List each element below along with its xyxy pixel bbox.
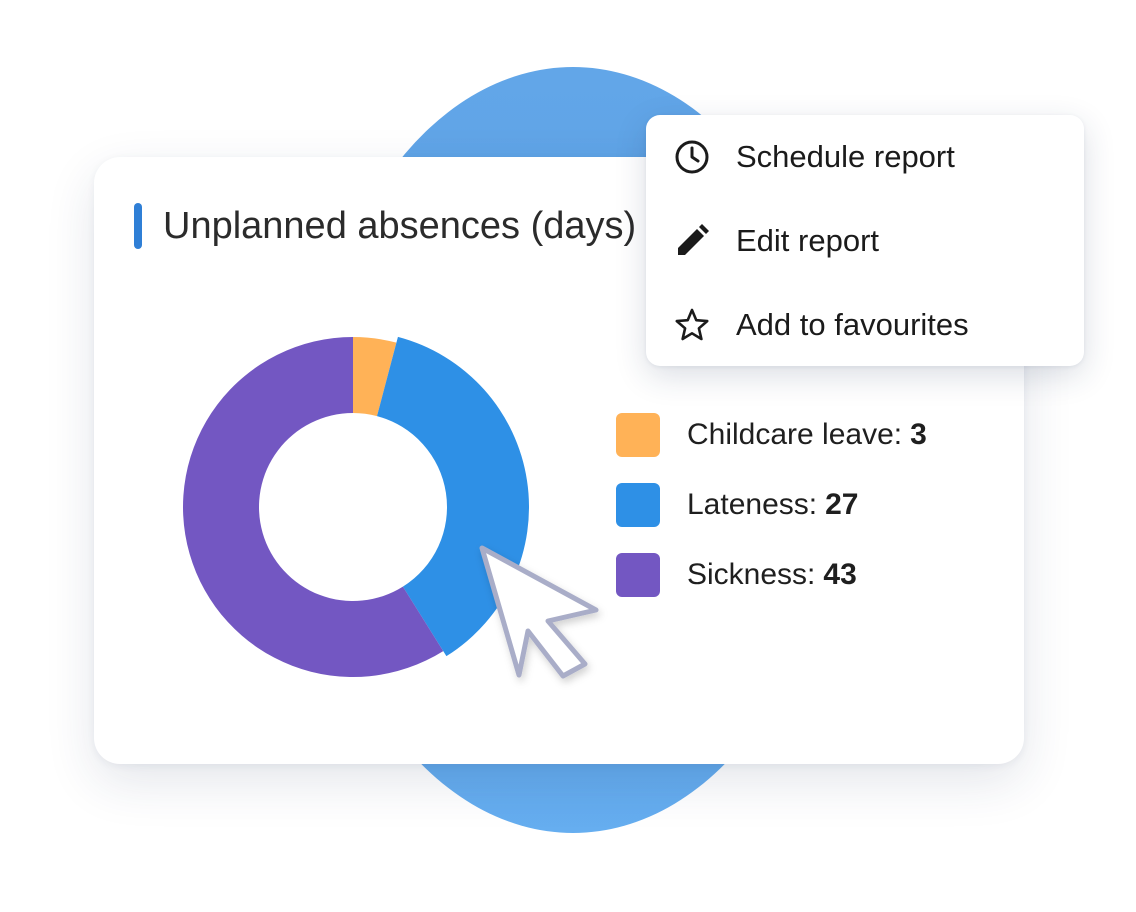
menu-label-edit-report: Edit report [736,223,880,258]
menu-item-schedule-report[interactable]: Schedule report [646,115,1084,199]
legend-value-lateness: 27 [825,488,859,521]
legend-value-childcare-leave: 3 [910,418,927,451]
legend-label-childcare-leave: Childcare leave: [687,418,903,451]
pencil-icon [678,224,709,255]
legend-swatch-sickness [616,553,660,597]
title-accent-bar [134,203,142,249]
donut-slice-childcare-leave[interactable] [353,337,397,417]
legend-item-childcare-leave: Childcare leave: 3 [616,413,927,457]
clock-icon [675,140,709,174]
menu-item-add-to-favourites[interactable]: Add to favourites [646,283,1084,367]
legend-swatch-lateness [616,483,660,527]
legend-item-sickness: Sickness: 43 [616,553,857,597]
legend-swatch-childcare-leave [616,413,660,457]
legend-value-sickness: 43 [823,558,857,591]
menu-label-schedule-report: Schedule report [736,139,955,174]
legend-item-lateness: Lateness: 27 [616,483,858,527]
menu-label-add-to-favourites: Add to favourites [736,307,969,342]
star-icon [675,308,709,341]
legend-label-lateness: Lateness: [687,488,818,521]
donut-slice-sickness[interactable] [183,337,444,677]
menu-item-edit-report[interactable]: Edit report [646,199,1084,283]
legend-label-sickness: Sickness: [687,558,816,591]
card-title: Unplanned absences (days) [163,205,637,247]
report-context-menu: Schedule report Edit report Add to favou… [646,115,1084,366]
